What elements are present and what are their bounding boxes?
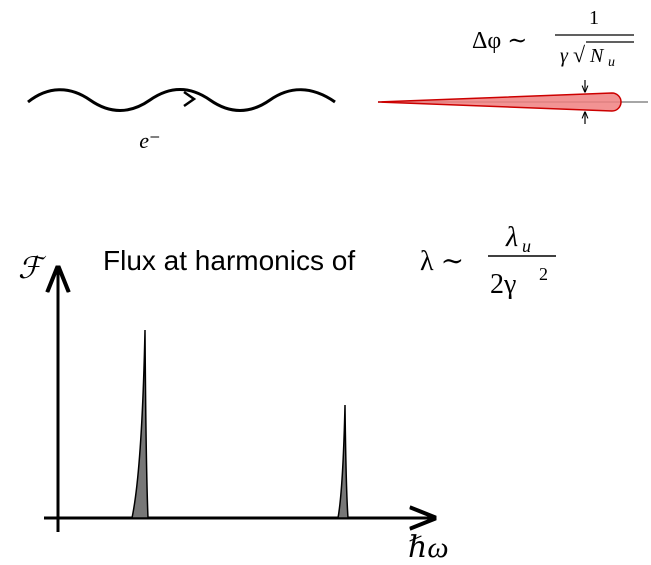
spectrum-numerator-sub: u [522,236,531,256]
harmonic-peak [131,329,149,519]
electron-label: e⁻ [139,128,160,153]
spectrum-title: Flux at harmonics of [103,245,355,276]
x-axis-label: ℏω [408,531,449,564]
divergence-n: N [589,45,605,67]
electron-trajectory [27,88,336,112]
spectrum-relation: λ ∼ [420,246,464,277]
divergence-sub: u [608,55,615,70]
spectrum-denominator: 2γ [490,269,516,300]
divergence-gamma: γ [560,45,569,67]
harmonic-peak [337,404,349,519]
spectrum-numerator: λ [505,222,518,253]
divergence-lhs: Δφ ∼ [472,28,527,54]
trajectory-arrow [183,90,197,108]
y-axis-label: ℱ [18,252,47,285]
divergence-numerator: 1 [589,7,599,29]
radiation-cone [377,92,622,112]
spectrum-denominator-sup: 2 [539,264,548,284]
divergence-root: √ [573,42,586,67]
